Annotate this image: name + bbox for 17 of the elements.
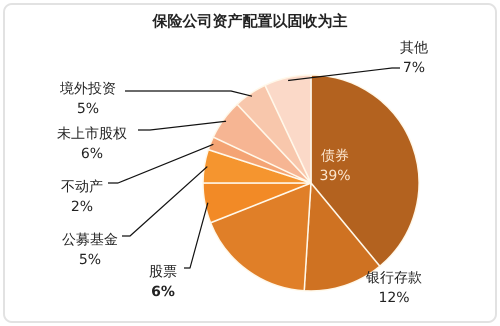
slice-label: 股票: [149, 264, 177, 280]
slice-label: 银行存款: [365, 270, 422, 286]
slice-label: 其他: [400, 40, 428, 56]
slice-label: 债券: [321, 148, 349, 164]
data-label: 7%: [402, 60, 426, 76]
chart-title: 保险公司资产配置以固收为主: [152, 12, 348, 30]
data-label: 6%: [80, 146, 104, 162]
slice-label: 公募基金: [62, 232, 118, 248]
data-label: 5%: [78, 252, 102, 268]
slice-label: 不动产: [61, 179, 103, 195]
slice-label: 境外投资: [59, 81, 116, 97]
data-label: 6%: [151, 284, 175, 300]
data-label: 5%: [76, 101, 100, 117]
slice-label: 未上市股权: [57, 126, 127, 142]
data-label: 39%: [319, 168, 351, 184]
data-label: 2%: [70, 199, 94, 215]
data-label: 12%: [378, 290, 410, 306]
